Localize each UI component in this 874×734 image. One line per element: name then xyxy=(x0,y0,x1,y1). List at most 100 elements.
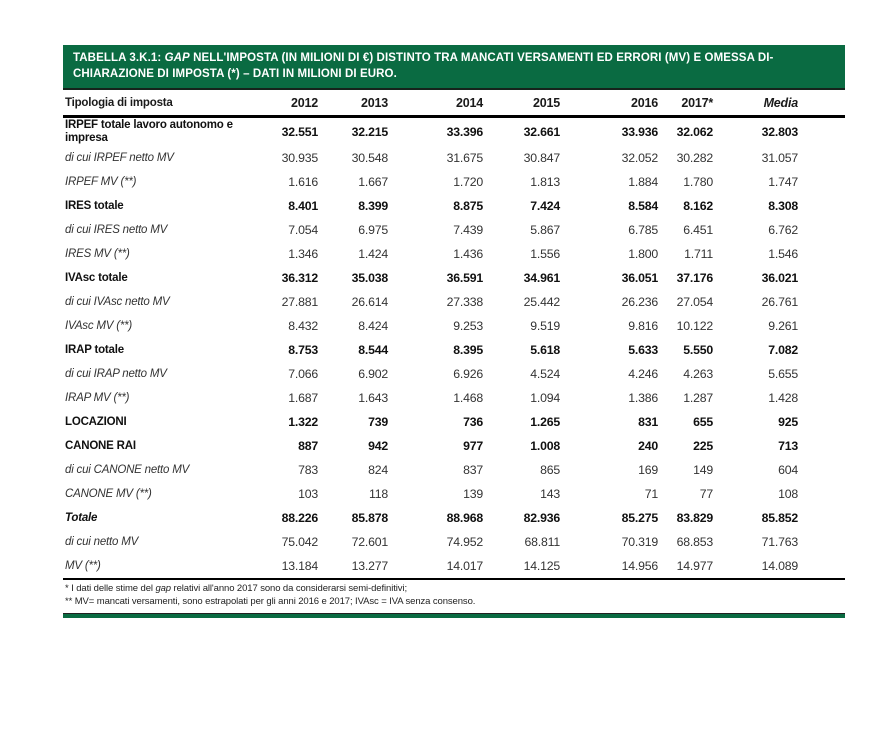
cell-value: 1.667 xyxy=(358,175,388,189)
cell-value: 13.277 xyxy=(318,554,388,580)
cell-value: 8.544 xyxy=(358,343,388,357)
table-row: IRPEF totale lavoro autonomo e impresa 32… xyxy=(63,117,845,147)
row-spacer xyxy=(798,170,845,194)
cell-value: 1.322 xyxy=(288,415,318,429)
cell-value: 34.961 xyxy=(523,271,561,285)
cell-value: 85.878 xyxy=(351,511,389,525)
cell-value: 4.524 xyxy=(530,367,560,381)
cell-value: 139 xyxy=(463,487,483,501)
cell-value: 32.661 xyxy=(523,125,561,139)
cell-value: 26.614 xyxy=(351,295,389,309)
cell-value: 27.054 xyxy=(676,295,714,309)
table-row: IRES MV (**) 1.346 1.424 1.436 1.556 1.800 1.7… xyxy=(63,242,845,266)
column-header-2016: 2016 xyxy=(560,90,658,118)
cell-value: 1.643 xyxy=(358,391,388,405)
table-row: IRPEF MV (**) 1.616 1.667 1.720 1.813 1.884 1.… xyxy=(63,170,845,194)
cell-value: 1.687 xyxy=(288,391,318,405)
cell-value: 33.396 xyxy=(446,125,484,139)
cell-value: 5.618 xyxy=(530,343,560,357)
footnote-2: ** MV= mancati versamenti, sono estrapol… xyxy=(65,595,476,607)
row-label: CANONE MV (**) xyxy=(65,487,152,500)
table-row: IVAsc totale 36.312 35.038 36.591 34.961 36.0… xyxy=(63,266,845,290)
tax-gap-table: Tipologia di imposta 2012 2013 2014 2015… xyxy=(63,90,845,580)
row-label: IVAsc totale xyxy=(65,271,128,284)
cell-value: 103 xyxy=(298,487,318,501)
cell-value: 1.346 xyxy=(288,247,318,261)
cell-value: 8.308 xyxy=(768,199,798,213)
cell-value: 831 xyxy=(638,415,658,429)
row-label: IRAP totale xyxy=(65,343,124,356)
cell-value: 604 xyxy=(778,463,798,477)
cell-value: 225 xyxy=(693,439,713,453)
cell-value: 8.162 xyxy=(683,199,713,213)
cell-value: 74.952 xyxy=(446,535,484,549)
cell-value: 739 xyxy=(368,415,388,429)
table-row: MV (**) 13.184 13.277 14.017 14.125 14.956 14.… xyxy=(63,554,845,580)
cell-value: 31.057 xyxy=(761,151,799,165)
cell-value: 1.813 xyxy=(530,175,560,189)
row-label: MV (**) xyxy=(63,554,263,580)
row-label: IRAP MV (**) xyxy=(65,391,130,404)
cell-value: 5.655 xyxy=(768,367,798,381)
cell-value: 1.800 xyxy=(628,247,658,261)
column-header-2014: 2014 xyxy=(388,90,483,118)
row-spacer xyxy=(798,434,845,458)
cell-value: 70.319 xyxy=(621,535,659,549)
cell-value: 6.902 xyxy=(358,367,388,381)
row-spacer xyxy=(798,117,845,147)
cell-value: 6.762 xyxy=(768,223,798,237)
cell-value: 30.548 xyxy=(351,151,389,165)
cell-value: 10.122 xyxy=(676,319,714,333)
cell-value: 1.287 xyxy=(683,391,713,405)
table-row: CANONE RAI 887 942 977 1.008 240 225 713 xyxy=(63,434,845,458)
cell-value: 75.042 xyxy=(281,535,319,549)
cell-value: 8.875 xyxy=(453,199,483,213)
cell-value: 7.439 xyxy=(453,223,483,237)
cell-value: 108 xyxy=(778,487,798,501)
cell-value: 118 xyxy=(368,487,388,501)
table-row: IRAP totale 8.753 8.544 8.395 5.618 5.633 5.55… xyxy=(63,338,845,362)
cell-value: 68.853 xyxy=(676,535,714,549)
cell-value: 7.424 xyxy=(530,199,560,213)
cell-value: 5.867 xyxy=(530,223,560,237)
cell-value: 6.451 xyxy=(683,223,713,237)
table-row: di cui CANONE netto MV 783 824 837 865 169 149… xyxy=(63,458,845,482)
cell-value: 36.312 xyxy=(281,271,319,285)
cell-value: 32.215 xyxy=(351,125,389,139)
cell-value: 925 xyxy=(778,415,798,429)
cell-value: 977 xyxy=(463,439,483,453)
cell-value: 88.226 xyxy=(281,511,319,525)
row-spacer xyxy=(798,290,845,314)
cell-value: 5.550 xyxy=(683,343,713,357)
row-spacer xyxy=(798,338,845,362)
cell-value: 1.884 xyxy=(628,175,658,189)
cell-value: 14.125 xyxy=(483,554,560,580)
cell-value: 4.263 xyxy=(683,367,713,381)
row-label: IVAsc MV (**) xyxy=(65,319,133,332)
cell-value: 887 xyxy=(298,439,318,453)
column-header-2012: 2012 xyxy=(263,90,318,118)
cell-value: 1.468 xyxy=(453,391,483,405)
row-label: LOCAZIONI xyxy=(65,415,127,428)
cell-value: 7.066 xyxy=(288,367,318,381)
row-label: IRPEF totale lavoro autonomo e impresa xyxy=(65,119,233,144)
row-spacer xyxy=(798,410,845,434)
table-row: di cui IRPEF netto MV 30.935 30.548 31.675 3… xyxy=(63,146,845,170)
cell-value: 6.975 xyxy=(358,223,388,237)
cell-value: 32.052 xyxy=(621,151,659,165)
cell-value: 14.977 xyxy=(658,554,713,580)
cell-value: 36.591 xyxy=(446,271,484,285)
cell-value: 4.246 xyxy=(628,367,658,381)
cell-value: 37.176 xyxy=(676,271,714,285)
cell-value: 713 xyxy=(778,439,798,453)
cell-value: 13.184 xyxy=(263,554,318,580)
row-spacer xyxy=(798,218,845,242)
cell-value: 5.633 xyxy=(628,343,658,357)
cell-value: 7.054 xyxy=(288,223,318,237)
row-spacer xyxy=(798,362,845,386)
table-row: di cui IRAP netto MV 7.066 6.902 6.926 4.524… xyxy=(63,362,845,386)
cell-value: 8.584 xyxy=(628,199,658,213)
cell-value: 83.829 xyxy=(676,511,714,525)
row-spacer xyxy=(798,506,845,530)
cell-value: 9.261 xyxy=(768,319,798,333)
